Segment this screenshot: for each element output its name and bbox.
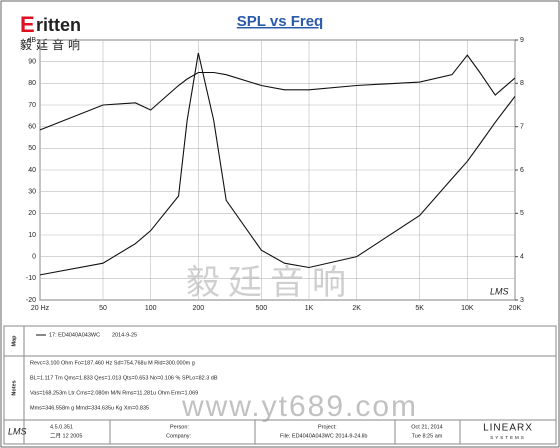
x-tick-label: 5K <box>415 305 424 312</box>
notes-label: Notes <box>11 380 17 395</box>
y-tick-label: 80 <box>28 80 36 87</box>
y-tick-label: 20 <box>28 210 36 217</box>
footer-software: LMS <box>8 426 27 436</box>
y-tick-label: 50 <box>28 145 36 152</box>
x-tick-label: 2K <box>352 305 361 312</box>
footer-brand: LINEARX <box>483 423 533 434</box>
y2-tick-label: 9 <box>520 37 524 44</box>
y2-tick-label: 6 <box>520 167 524 174</box>
map-label: Map <box>11 335 17 347</box>
y2-tick-label: 8 <box>520 80 524 87</box>
legend-date: 2014-9-25 <box>112 332 137 338</box>
y-tick-label: -10 <box>26 275 36 282</box>
y-tick-label: 40 <box>28 167 36 174</box>
watermark-url: www.yt689.com <box>181 390 418 423</box>
y2-tick-label: 7 <box>520 124 524 131</box>
chart-title: SPL vs Freq <box>237 13 323 30</box>
notes-line: Vas=168.253m Ltr Cms=2.080m M/N Rms=11.2… <box>30 390 198 396</box>
footer-person: Person: <box>170 424 189 430</box>
notes-line: Mms=346.558m g Mmd=334.635u Kg Xm=0.835 <box>30 405 149 411</box>
notes-line: BL=1.117 Tm Qms=1.833 Qes=1.013 Qts=0.65… <box>30 375 218 381</box>
y2-tick-label: 5 <box>520 210 524 217</box>
y-tick-label: 70 <box>28 102 36 109</box>
x-tick-label: 20 Hz <box>31 305 50 312</box>
footer-build: 二月 12 2005 <box>50 432 82 439</box>
y-tick-label: 60 <box>28 124 36 131</box>
y-tick-label: 90 <box>28 59 36 66</box>
footer-date: Oct 21, 2014 <box>411 424 443 430</box>
footer-box <box>3 419 557 445</box>
y-tick-label: 0 <box>32 254 36 261</box>
notes-line: Revc=3.100 Ohm Fo=187.460 Hz Sd=754.768u… <box>30 360 195 366</box>
x-tick-label: 1K <box>305 305 314 312</box>
series-line <box>39 52 516 276</box>
x-tick-label: 200 <box>192 305 204 312</box>
x-tick-label: 500 <box>255 305 267 312</box>
footer-time: Tue 8:25 am <box>412 433 443 439</box>
y2-tick-label: 3 <box>520 297 524 304</box>
x-tick-label: 20K <box>509 305 522 312</box>
logo-e: E <box>20 12 35 37</box>
watermark-chinese: 毅廷音响 <box>186 264 354 302</box>
y-tick-label: 30 <box>28 189 36 196</box>
logo-brand: ritten <box>36 15 81 35</box>
footer-company: Company: <box>166 433 192 439</box>
y-tick-label: 10 <box>28 232 36 239</box>
footer-file: File: ED4040A043WC 2014-9-24.lib <box>280 433 367 439</box>
y-tick-label: -20 <box>26 297 36 304</box>
y-tick-label: dB <box>27 37 36 44</box>
legend-entry: 17: ED4040A043WC <box>49 332 100 338</box>
y2-tick-label: 4 <box>520 254 524 261</box>
plot-badge: LMS <box>490 286 509 296</box>
logo-chinese: 毅廷音响 <box>20 37 84 52</box>
x-tick-label: 100 <box>145 305 157 312</box>
footer-version: 4.5.0.351 <box>50 424 73 430</box>
series-line <box>39 54 516 131</box>
x-tick-label: 10K <box>461 305 474 312</box>
footer-project: Project: <box>318 424 337 430</box>
x-tick-label: 50 <box>99 305 107 312</box>
footer-brand-sub: SYSTEMS <box>490 435 526 440</box>
